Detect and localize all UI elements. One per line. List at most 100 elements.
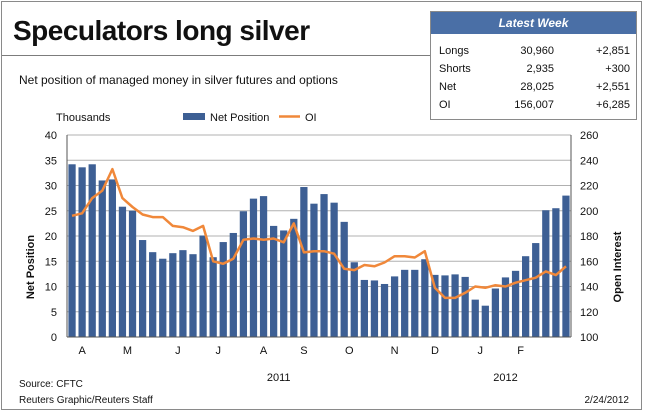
x-year-label: 2011 — [267, 372, 291, 384]
latest-row-label: Longs — [439, 45, 469, 57]
net-position-bar — [380, 283, 389, 337]
latest-row-label: Shorts — [439, 63, 471, 75]
net-position-bar — [249, 198, 258, 337]
net-position-bar — [169, 253, 177, 337]
net-position-bar — [451, 274, 459, 337]
y-right-tick-label: 240 — [580, 155, 598, 167]
net-position-bars — [68, 164, 570, 337]
x-year-label: 2012 — [493, 372, 517, 384]
y-left-tick-label: 20 — [45, 231, 57, 243]
x-month-label: A — [78, 345, 86, 357]
latest-row-value: 28,025 — [520, 81, 554, 93]
net-position-bar — [128, 210, 137, 337]
chart-title: Speculators long silver — [13, 15, 310, 46]
axis-labels: Thousands Net Position Open Interest — [25, 112, 624, 302]
net-position-bar — [78, 167, 86, 337]
units-label: Thousands — [56, 112, 111, 124]
y-left-tick-label: 0 — [51, 332, 57, 344]
net-position-bar — [370, 280, 379, 337]
x-month-label: A — [260, 345, 268, 357]
y-right-tick-label: 260 — [580, 130, 598, 142]
y-right-tick-label: 180 — [580, 231, 598, 243]
net-position-bar — [189, 254, 197, 337]
title-divider — [2, 55, 430, 56]
x-month-label: N — [391, 345, 399, 357]
y-right-tick-label: 160 — [580, 256, 598, 268]
net-position-bar — [411, 269, 419, 337]
net-position-bar — [179, 250, 187, 337]
net-position-bar — [431, 274, 439, 337]
net-position-bar — [441, 275, 449, 337]
x-month-label: F — [517, 345, 524, 357]
y-right-tick-label: 100 — [580, 332, 598, 344]
latest-week-header: Latest Week — [431, 12, 636, 34]
latest-row-change: +2,551 — [596, 81, 630, 93]
net-position-bar — [229, 232, 237, 337]
latest-row-value: 156,007 — [514, 99, 554, 111]
y-right-tick-label: 140 — [580, 282, 598, 294]
net-position-bar — [310, 203, 318, 337]
net-position-bar — [350, 262, 358, 337]
net-position-bar — [270, 225, 278, 337]
net-position-bar — [209, 257, 217, 337]
net-position-bar — [501, 277, 510, 337]
legend-swatch-net-position — [183, 113, 205, 120]
net-position-bar — [199, 235, 207, 337]
net-position-bar — [219, 242, 227, 337]
y-axis-left-title: Net Position — [25, 235, 37, 299]
y-left-tick-label: 35 — [45, 155, 57, 167]
net-position-bar — [421, 259, 429, 337]
latest-row-net: Net 28,025 +2,551 — [431, 81, 636, 97]
net-position-bar — [88, 164, 96, 337]
net-position-bar — [108, 179, 116, 337]
x-month-label: D — [431, 345, 439, 357]
net-position-bar — [138, 240, 147, 337]
net-position-bar — [542, 210, 550, 337]
net-position-bar — [340, 221, 348, 337]
net-position-bar — [149, 252, 157, 337]
x-month-label: S — [300, 345, 307, 357]
net-position-bar — [290, 218, 298, 337]
x-month-label: J — [175, 345, 181, 357]
legend: Net Position OI — [183, 112, 317, 124]
x-month-label: O — [345, 345, 354, 357]
net-position-bar — [401, 269, 409, 337]
net-position-bar — [330, 202, 338, 337]
net-position-bar — [239, 211, 248, 337]
net-position-bar — [481, 305, 489, 337]
net-position-bar — [280, 230, 288, 337]
net-position-bar — [360, 279, 368, 337]
net-position-bar — [159, 258, 167, 337]
latest-row-value: 30,960 — [520, 45, 554, 57]
net-position-bar — [471, 299, 479, 337]
y-left-tick-label: 40 — [45, 130, 57, 142]
legend-label-net-position: Net Position — [210, 112, 269, 124]
y-right-tick-label: 200 — [580, 206, 598, 218]
latest-row-longs: Longs 30,960 +2,851 — [431, 45, 636, 61]
latest-week-panel: Latest Week Longs 30,960 +2,851 Shorts 2… — [430, 11, 637, 120]
x-month-label: J — [215, 345, 221, 357]
open-interest-line — [71, 167, 567, 300]
y-right-tick-label: 220 — [580, 181, 598, 193]
oi-series-line — [71, 167, 567, 300]
latest-row-change: +2,851 — [596, 45, 630, 57]
net-position-bar — [259, 196, 268, 337]
y-left-tick-label: 5 — [51, 307, 57, 319]
y-left-tick-label: 15 — [45, 256, 57, 268]
net-position-bar — [552, 208, 560, 337]
net-position-bar — [461, 276, 469, 337]
latest-row-label: OI — [439, 99, 451, 111]
y-left-tick-label: 25 — [45, 206, 57, 218]
net-position-bar — [511, 270, 520, 337]
latest-row-change: +300 — [605, 63, 630, 75]
x-month-label: M — [123, 345, 132, 357]
y-left-tick-label: 30 — [45, 181, 57, 193]
y-right-tick-label: 120 — [580, 307, 598, 319]
axes: 0 100 5 120 10 140 15 160 20 180 25 200 30 220 35 240 40… — [45, 130, 599, 384]
credit-note: Reuters Graphic/Reuters Staff — [19, 395, 153, 406]
net-position-bar — [390, 276, 399, 337]
x-month-label: J — [478, 345, 484, 357]
legend-label-oi: OI — [305, 112, 317, 124]
latest-row-value: 2,935 — [526, 63, 554, 75]
